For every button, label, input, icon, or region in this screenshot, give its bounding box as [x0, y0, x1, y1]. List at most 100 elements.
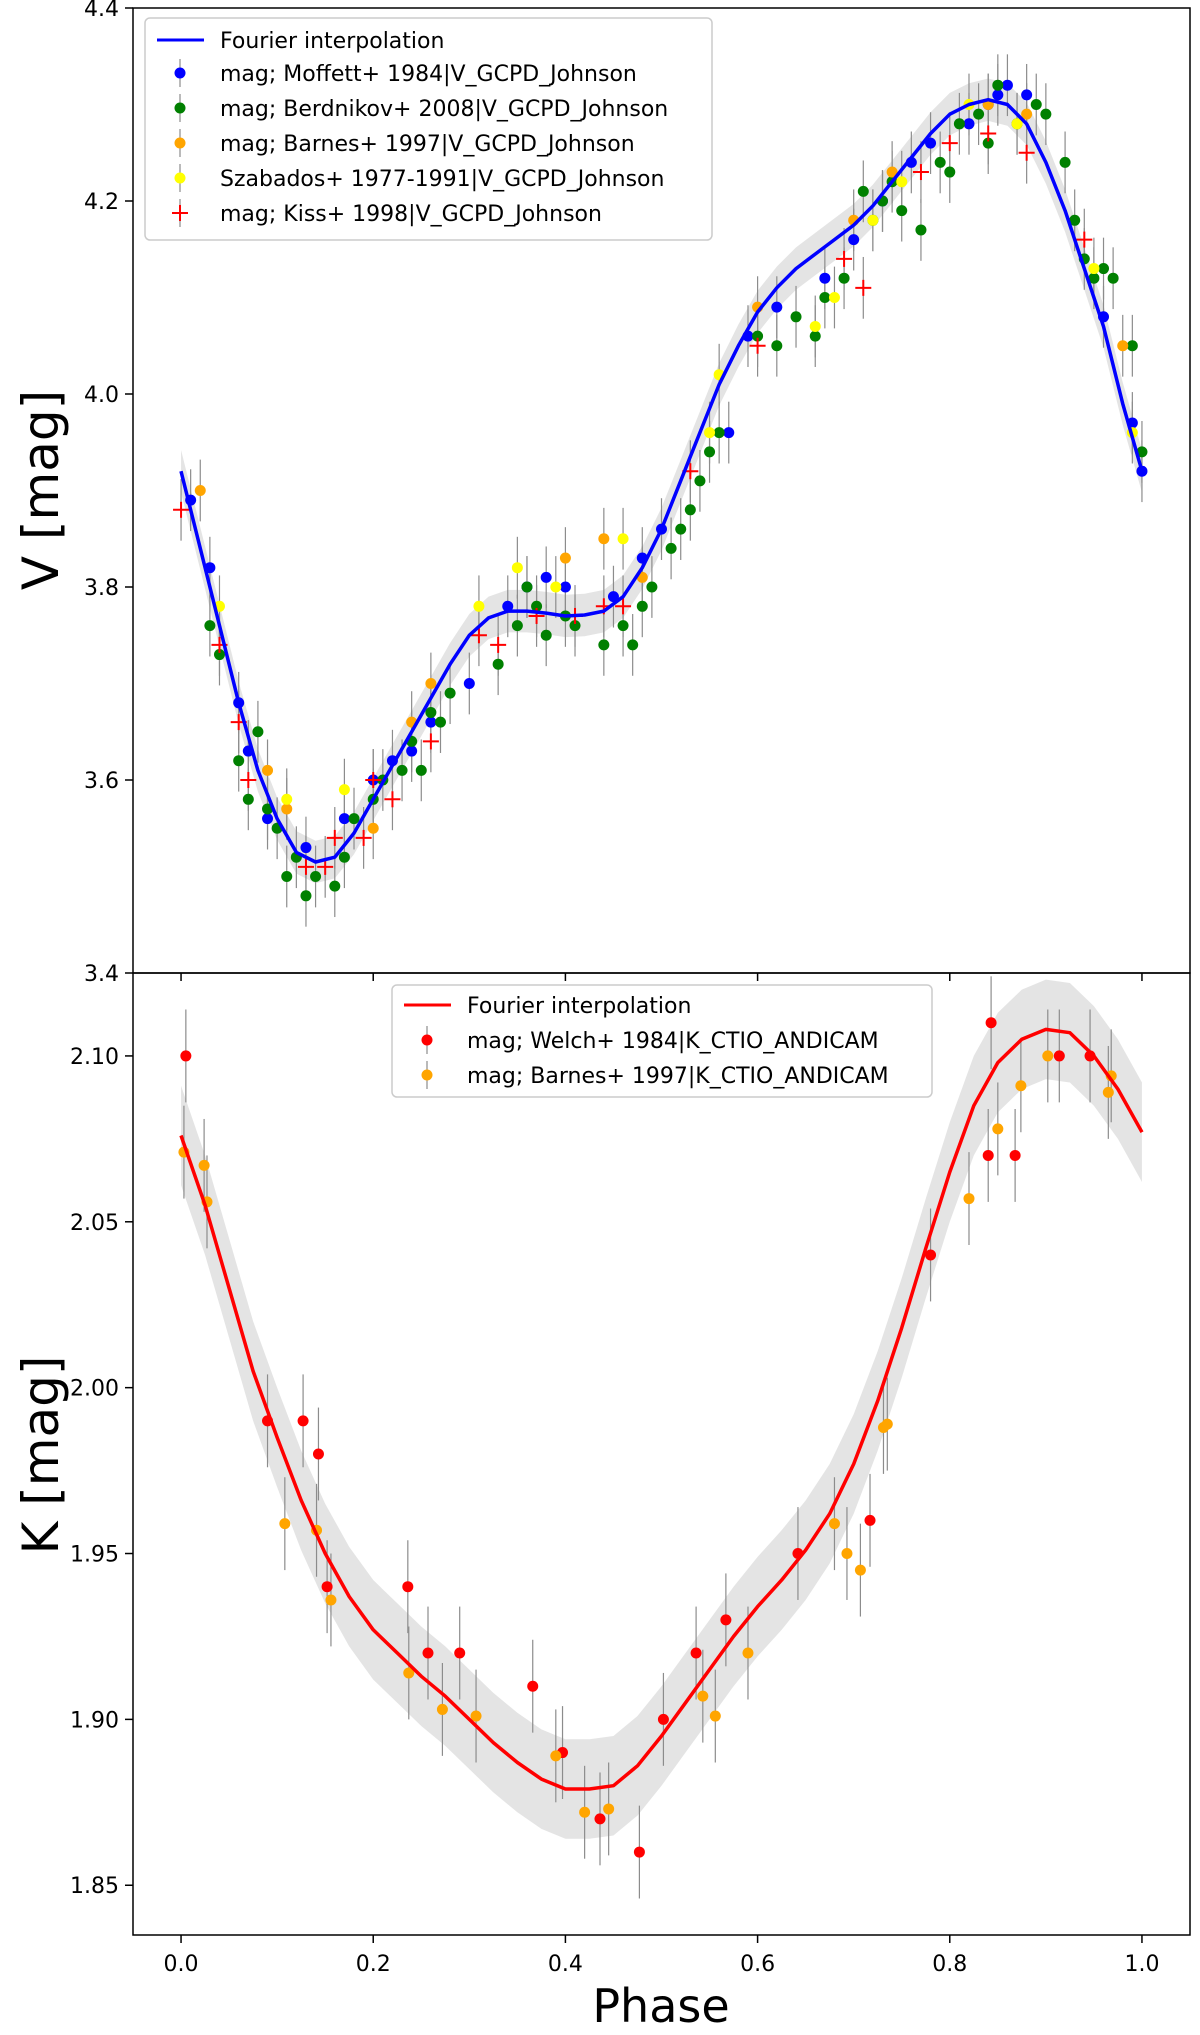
xtick-label: 1.0 — [1124, 1952, 1159, 1977]
v-data-point — [473, 600, 485, 612]
v-data-point — [675, 523, 687, 535]
k-ytick-label: 2.05 — [70, 1211, 119, 1236]
k-fourier-line — [179, 1027, 1144, 1791]
v-data-point — [490, 636, 507, 653]
k-y-axis: 1.85 1.90 1.95 2.00 2.05 2.10 — [70, 1045, 133, 1899]
v-data-point — [1059, 156, 1071, 168]
v-data-point — [836, 250, 853, 267]
v-data-point — [615, 598, 632, 615]
k-data-point — [454, 1647, 466, 1659]
k-data-point — [633, 1846, 645, 1858]
k-data-point — [864, 1514, 876, 1526]
v-data-point — [980, 125, 997, 142]
v-ytick-label: 4.0 — [84, 383, 119, 408]
v-data-point — [425, 678, 437, 689]
k-data-point — [312, 1448, 324, 1460]
v-data-point — [384, 791, 401, 808]
v-data-point — [262, 764, 274, 776]
v-data-point — [646, 581, 658, 593]
v-data-point — [896, 205, 908, 217]
k-ytick-label: 1.90 — [70, 1708, 119, 1733]
v-data-point — [855, 279, 872, 296]
v-data-point — [1021, 89, 1033, 101]
v-data-points — [173, 79, 1148, 902]
v-data-point — [867, 214, 879, 226]
k-data-point — [881, 1418, 893, 1430]
v-legend-label: mag; Moffett+ 1984|V_GCPD_Johnson — [220, 62, 637, 87]
v-data-point — [838, 272, 850, 284]
v-data-point — [310, 871, 322, 882]
k-data-point — [603, 1803, 615, 1815]
v-data-point — [848, 234, 860, 246]
v-data-point — [1098, 263, 1110, 275]
k-y-axis-label: K [mag] — [12, 1356, 70, 1555]
v-data-point — [550, 581, 562, 593]
v-data-point — [281, 871, 293, 882]
k-data-point — [985, 1017, 997, 1029]
v-data-point — [790, 311, 802, 323]
v-data-point — [627, 639, 639, 651]
v-data-point — [934, 156, 946, 168]
k-data-point — [697, 1690, 709, 1702]
v-data-point — [569, 620, 581, 632]
v-data-point — [992, 79, 1004, 91]
v-data-point — [463, 678, 475, 689]
v-data-point — [982, 137, 994, 149]
v-data-point — [338, 784, 350, 796]
v-data-point — [828, 292, 840, 303]
k-ytick-label: 1.95 — [70, 1543, 119, 1568]
v-data-point — [809, 330, 821, 342]
v-legend-item: mag; Moffett+ 1984|V_GCPD_Johnson — [174, 59, 637, 87]
k-legend-fit-label: Fourier interpolation — [467, 994, 691, 1019]
v-data-point — [749, 337, 766, 354]
v-data-point — [1107, 272, 1119, 284]
v-data-point — [944, 166, 956, 178]
k-data-point — [198, 1159, 210, 1171]
k-data-point — [1042, 1050, 1054, 1062]
k-data-point — [982, 1149, 994, 1161]
k-data-point — [1053, 1050, 1065, 1062]
v-data-point — [329, 880, 341, 892]
v-data-point — [531, 600, 543, 612]
v-data-point — [425, 706, 437, 718]
v-data-point — [511, 620, 523, 632]
v-data-point — [559, 581, 571, 593]
v-legend-item: mag; Berdnikov+ 2008|V_GCPD_Johnson — [174, 94, 668, 122]
k-legend-item: mag; Welch+ 1984|K_CTIO_ANDICAM — [421, 1026, 879, 1054]
v-data-point — [857, 185, 869, 197]
v-data-point — [355, 829, 372, 846]
k-ytick-label: 1.85 — [70, 1874, 119, 1899]
v-data-point — [886, 166, 898, 178]
v-data-point — [1030, 99, 1042, 110]
v-data-point — [771, 301, 783, 313]
v-data-point — [617, 620, 629, 632]
v-legend-label: mag; Kiss+ 1998|V_GCPD_Johnson — [220, 202, 602, 227]
v-data-point — [422, 733, 439, 750]
v-data-point — [281, 793, 293, 805]
k-data-point — [579, 1806, 591, 1818]
v-ytick-label: 3.8 — [84, 576, 119, 601]
v-y-axis-label: V [mag] — [12, 390, 70, 590]
v-data-point — [963, 118, 975, 130]
v-data-point — [444, 687, 456, 699]
v-fourier-line — [179, 97, 1144, 864]
v-data-point — [1126, 340, 1138, 352]
k-ytick-label: 2.00 — [70, 1377, 119, 1402]
v-data-point — [559, 552, 571, 564]
v-data-point — [896, 176, 908, 188]
k-data-point — [279, 1518, 291, 1530]
k-data-point — [470, 1710, 482, 1722]
v-data-point — [925, 137, 937, 149]
k-fit-curve — [179, 1027, 1144, 1791]
k-band-panel: 1.85 1.90 1.95 2.00 2.05 2.10 0.0 0.2 0.4 0.6 0.8… — [12, 972, 1191, 2033]
v-data-point — [281, 803, 293, 815]
v-data-point — [213, 649, 225, 661]
v-data-point — [242, 793, 254, 805]
k-plot-frame — [132, 972, 1191, 1936]
k-confidence-band — [181, 979, 1142, 1839]
k-data-point — [527, 1680, 539, 1692]
v-data-point — [636, 600, 648, 612]
v-data-point — [912, 164, 929, 181]
v-data-point — [365, 772, 382, 788]
v-data-point — [617, 533, 629, 545]
